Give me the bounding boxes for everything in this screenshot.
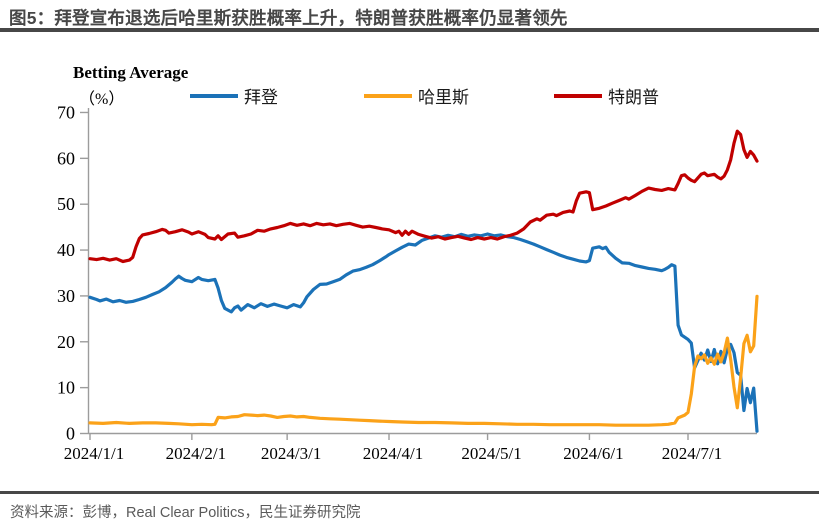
series-line-0 [88,232,759,433]
y-tick-label: 20 [57,332,75,352]
legend-label-harris: 哈里斯 [418,88,469,107]
legend-item-biden: 拜登 [190,88,278,107]
y-tick-label: 40 [57,240,75,260]
title-underline [0,28,819,32]
y-tick-label: 60 [57,148,75,168]
legend-label-trump: 特朗普 [608,88,659,107]
x-tick-label: 2024/1/1 [64,444,124,463]
x-tick-label: 2024/7/1 [662,444,722,463]
x-tick-label: 2024/2/1 [166,444,226,463]
chart-axis-unit: （%） [79,90,124,108]
series-line-1 [88,294,759,427]
legend-label-biden: 拜登 [244,88,278,107]
legend-item-harris: 哈里斯 [364,88,469,107]
source-note: 资料来源：彭博，Real Clear Politics，民生证券研究院 [10,505,361,521]
series-lines [88,129,759,433]
legend: 拜登 哈里斯 特朗普 [190,88,659,107]
source-divider [0,491,819,494]
y-tick-label: 70 [57,102,75,122]
chart-axis-title: Betting Average [73,63,189,82]
x-tick-label: 2024/6/1 [563,444,623,463]
y-tick-label: 30 [57,286,75,306]
x-tick-label: 2024/5/1 [461,444,521,463]
series-line-2 [88,129,759,264]
figure-title: 图5：拜登宣布退选后哈里斯获胜概率上升，特朗普获胜概率仍显著领先 [9,8,568,28]
x-tick-label: 2024/4/1 [363,444,423,463]
y-tick-label: 0 [66,424,75,444]
legend-item-trump: 特朗普 [554,88,659,107]
x-tick-label: 2024/3/1 [261,444,321,463]
y-tick-label: 50 [57,194,75,214]
axes: 0 10 20 30 40 50 60 70 2024/1/1 2024/2/1 2024/3/1 2… [57,102,757,463]
y-tick-label: 10 [57,378,75,398]
